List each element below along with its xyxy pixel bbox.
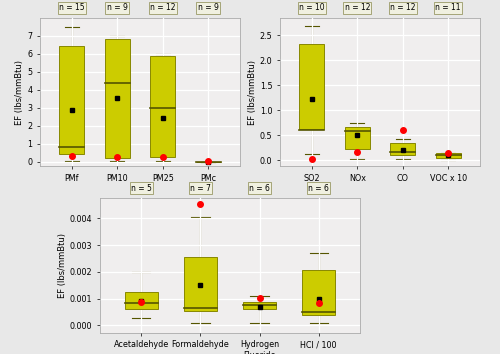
Bar — [390, 143, 415, 155]
Text: n = 7: n = 7 — [190, 184, 211, 193]
Bar — [60, 46, 84, 154]
Text: n = 9: n = 9 — [198, 3, 218, 12]
Bar — [345, 127, 370, 149]
Text: n = 9: n = 9 — [107, 3, 128, 12]
Bar — [300, 44, 324, 129]
Text: n = 10: n = 10 — [299, 3, 324, 12]
Text: n = 6: n = 6 — [308, 184, 329, 193]
Bar — [436, 153, 460, 158]
Text: n = 15: n = 15 — [59, 3, 84, 12]
Y-axis label: EF (lbs/mmBtu): EF (lbs/mmBtu) — [16, 59, 24, 125]
Bar — [125, 292, 158, 309]
Text: n = 12: n = 12 — [344, 3, 370, 12]
Y-axis label: EF (lbs/mmBtu): EF (lbs/mmBtu) — [248, 59, 257, 125]
Bar — [105, 39, 130, 158]
Text: n = 12: n = 12 — [150, 3, 176, 12]
Y-axis label: EF (lbs/mmBtu): EF (lbs/mmBtu) — [58, 233, 67, 298]
Bar — [150, 56, 175, 157]
Text: n = 12: n = 12 — [390, 3, 415, 12]
Text: n = 11: n = 11 — [436, 3, 461, 12]
Bar — [302, 270, 335, 315]
Bar — [184, 257, 216, 310]
Text: n = 5: n = 5 — [131, 184, 152, 193]
Bar — [244, 302, 276, 309]
Text: n = 6: n = 6 — [249, 184, 270, 193]
